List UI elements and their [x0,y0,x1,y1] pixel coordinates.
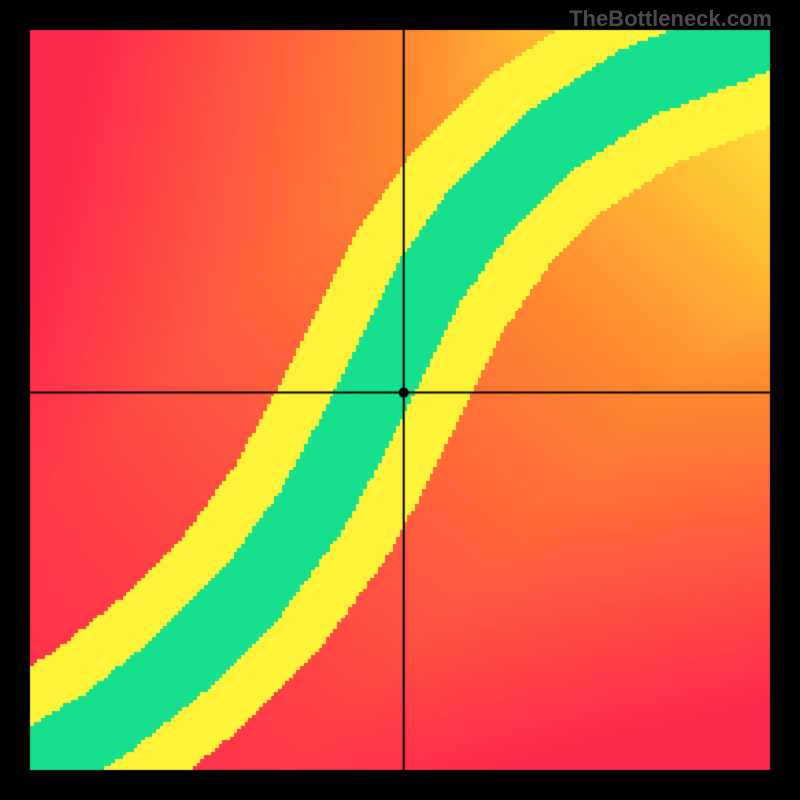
watermark-text: TheBottleneck.com [569,6,772,32]
chart-container: { "canvas": { "width": 800, "height": 80… [0,0,800,800]
bottleneck-heatmap [0,0,800,800]
